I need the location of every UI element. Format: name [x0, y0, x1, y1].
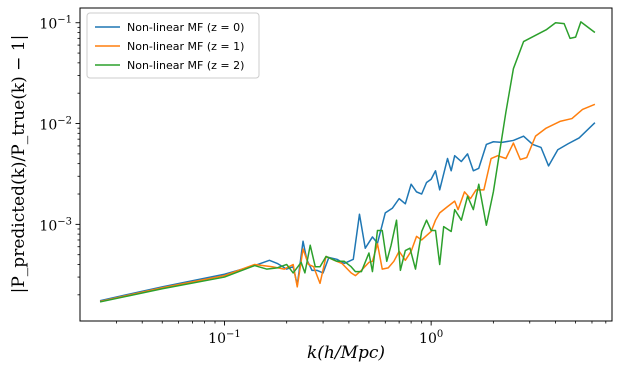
tick-layer: 10−1 100 10−3 10−2 10−1: [39, 15, 607, 347]
series-layer: [99, 21, 596, 303]
legend-label-z1: Non-linear MF (z = 1): [127, 40, 244, 53]
x-tick-label: 10−1: [208, 329, 241, 347]
x-axis-label: k(h/Mpc): [307, 343, 385, 363]
plot-frame: [79, 7, 613, 322]
y-tick-label: 10−1: [39, 15, 72, 33]
x-tick-label: 100: [419, 329, 443, 347]
y-tick-label: 10−2: [39, 116, 72, 134]
series-line-z0: [99, 122, 596, 302]
y-tick-label: 10−3: [39, 216, 72, 234]
series-line-z2: [99, 21, 596, 303]
legend-label-z2: Non-linear MF (z = 2): [127, 59, 244, 72]
series-line-z1: [99, 103, 596, 303]
y-axis-label: |P_predicted(k)/P_true(k) − 1|: [9, 35, 29, 294]
legend-frame: [86, 12, 260, 79]
legend: Non-linear MF (z = 0) Non-linear MF (z =…: [86, 12, 260, 79]
legend-label-z0: Non-linear MF (z = 0): [127, 21, 244, 34]
